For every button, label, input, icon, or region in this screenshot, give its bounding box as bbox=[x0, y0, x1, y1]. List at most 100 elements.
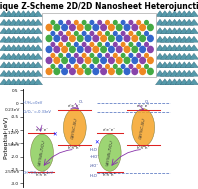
Circle shape bbox=[132, 46, 138, 53]
Polygon shape bbox=[155, 36, 165, 42]
Circle shape bbox=[74, 53, 78, 57]
Polygon shape bbox=[160, 45, 169, 51]
Circle shape bbox=[82, 32, 86, 36]
Text: •HO⁻: •HO⁻ bbox=[89, 155, 99, 159]
Text: 2.59eV: 2.59eV bbox=[4, 170, 20, 174]
Polygon shape bbox=[33, 45, 43, 51]
Text: O₂/O₂⁻=-0.33eV: O₂/O₂⁻=-0.33eV bbox=[23, 110, 52, 114]
Circle shape bbox=[113, 21, 117, 25]
Circle shape bbox=[46, 35, 52, 42]
Polygon shape bbox=[189, 79, 198, 85]
Polygon shape bbox=[165, 53, 174, 59]
Circle shape bbox=[85, 57, 91, 64]
Text: H⁺/H₂=0eV: H⁺/H₂=0eV bbox=[23, 101, 43, 105]
Polygon shape bbox=[170, 28, 179, 34]
Circle shape bbox=[67, 53, 70, 57]
Circle shape bbox=[51, 53, 55, 57]
Circle shape bbox=[77, 46, 83, 53]
Circle shape bbox=[129, 53, 133, 57]
Circle shape bbox=[121, 21, 125, 25]
Polygon shape bbox=[189, 19, 198, 25]
Circle shape bbox=[62, 24, 67, 31]
Polygon shape bbox=[24, 28, 33, 34]
Polygon shape bbox=[160, 36, 169, 42]
Circle shape bbox=[82, 64, 86, 68]
Polygon shape bbox=[170, 19, 179, 25]
Circle shape bbox=[90, 53, 94, 57]
Circle shape bbox=[106, 43, 109, 46]
Polygon shape bbox=[19, 19, 28, 25]
Circle shape bbox=[59, 53, 63, 57]
Circle shape bbox=[140, 57, 145, 64]
Circle shape bbox=[77, 35, 83, 42]
Polygon shape bbox=[155, 70, 165, 76]
Polygon shape bbox=[165, 62, 174, 68]
Circle shape bbox=[137, 32, 141, 36]
Polygon shape bbox=[189, 28, 198, 34]
Circle shape bbox=[137, 53, 141, 57]
Circle shape bbox=[74, 21, 78, 25]
Ellipse shape bbox=[132, 109, 155, 146]
Polygon shape bbox=[9, 70, 18, 76]
Text: O₂: O₂ bbox=[145, 100, 149, 104]
Polygon shape bbox=[4, 53, 13, 59]
Circle shape bbox=[148, 68, 153, 74]
Circle shape bbox=[62, 68, 67, 74]
Circle shape bbox=[113, 43, 117, 46]
Polygon shape bbox=[185, 70, 194, 76]
Circle shape bbox=[129, 43, 133, 46]
Circle shape bbox=[77, 57, 83, 64]
Polygon shape bbox=[180, 62, 189, 68]
Polygon shape bbox=[29, 79, 38, 85]
Polygon shape bbox=[180, 79, 189, 85]
Polygon shape bbox=[175, 28, 184, 34]
Polygon shape bbox=[180, 36, 189, 42]
Polygon shape bbox=[189, 11, 198, 17]
Polygon shape bbox=[155, 19, 165, 25]
Text: ✕: ✕ bbox=[95, 141, 99, 146]
Circle shape bbox=[132, 24, 138, 31]
Circle shape bbox=[59, 32, 63, 36]
Circle shape bbox=[70, 46, 75, 53]
Polygon shape bbox=[175, 11, 184, 17]
Circle shape bbox=[62, 57, 67, 64]
Circle shape bbox=[124, 35, 130, 42]
Polygon shape bbox=[33, 62, 43, 68]
Text: e⁻e⁻e⁻: e⁻e⁻e⁻ bbox=[103, 128, 116, 132]
Polygon shape bbox=[185, 19, 194, 25]
Polygon shape bbox=[185, 53, 194, 59]
Text: CB(%C₂N₅): CB(%C₂N₅) bbox=[71, 116, 79, 139]
Polygon shape bbox=[155, 45, 165, 51]
Polygon shape bbox=[33, 70, 43, 76]
Polygon shape bbox=[4, 11, 13, 17]
Polygon shape bbox=[19, 28, 28, 34]
Circle shape bbox=[93, 46, 99, 53]
Circle shape bbox=[54, 57, 60, 64]
Polygon shape bbox=[189, 45, 198, 51]
Polygon shape bbox=[170, 53, 179, 59]
Polygon shape bbox=[180, 28, 189, 34]
Text: CB(%C₂N₅): CB(%C₂N₅) bbox=[139, 116, 147, 139]
Text: VB(%Bi₂TiO₅): VB(%Bi₂TiO₅) bbox=[38, 139, 46, 166]
Polygon shape bbox=[4, 79, 13, 85]
Polygon shape bbox=[185, 11, 194, 17]
Polygon shape bbox=[24, 36, 33, 42]
Polygon shape bbox=[170, 45, 179, 51]
Polygon shape bbox=[33, 28, 43, 34]
Circle shape bbox=[132, 35, 138, 42]
Circle shape bbox=[70, 24, 75, 31]
Circle shape bbox=[116, 35, 122, 42]
Polygon shape bbox=[180, 11, 189, 17]
Text: Unique Z-Scheme 2D/2D Nanosheet Heterojunction: Unique Z-Scheme 2D/2D Nanosheet Heteroju… bbox=[0, 2, 198, 11]
Circle shape bbox=[46, 68, 52, 74]
Polygon shape bbox=[24, 70, 33, 76]
Polygon shape bbox=[4, 45, 13, 51]
Polygon shape bbox=[160, 53, 169, 59]
Circle shape bbox=[148, 46, 153, 53]
Polygon shape bbox=[0, 70, 9, 76]
Polygon shape bbox=[14, 45, 23, 51]
Polygon shape bbox=[0, 36, 9, 42]
Circle shape bbox=[85, 35, 91, 42]
Circle shape bbox=[62, 35, 67, 42]
Polygon shape bbox=[155, 79, 165, 85]
